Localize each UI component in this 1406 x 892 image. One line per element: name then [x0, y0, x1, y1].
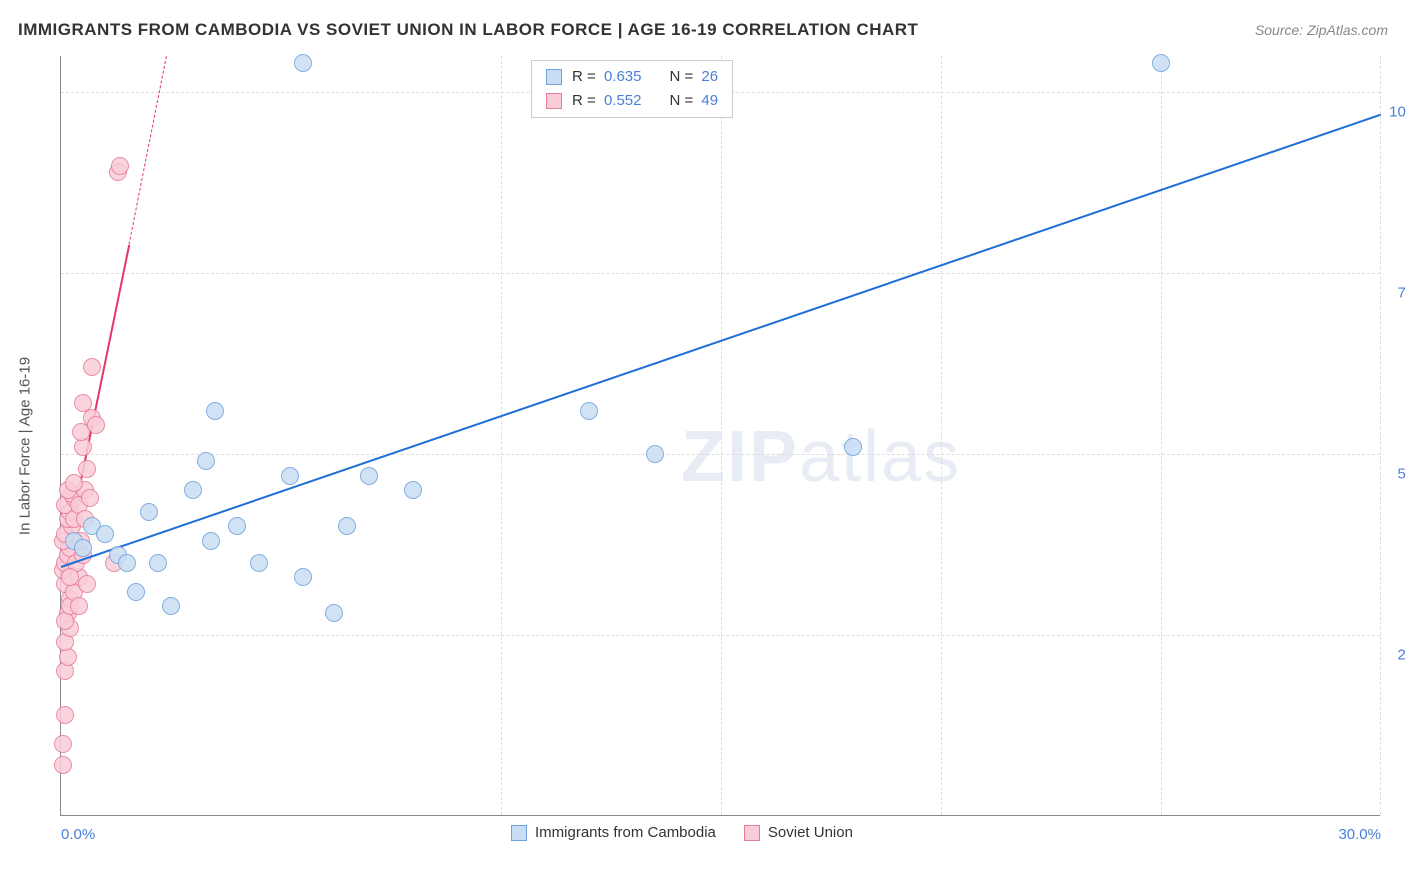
chart-title: IMMIGRANTS FROM CAMBODIA VS SOVIET UNION… [18, 20, 918, 40]
legend-stats-row: R = 0.552 N = 49 [546, 89, 718, 113]
scatter-point-cambodia [202, 532, 220, 550]
plot-area: ZIPatlas 25.0%50.0%75.0%100.0%0.0%30.0%R… [60, 56, 1380, 816]
scatter-point-soviet [78, 575, 96, 593]
scatter-point-cambodia [197, 452, 215, 470]
scatter-point-cambodia [294, 568, 312, 586]
legend-series-label: Soviet Union [768, 824, 853, 841]
chart-container: IMMIGRANTS FROM CAMBODIA VS SOVIET UNION… [0, 0, 1406, 892]
x-tick-label: 30.0% [1338, 826, 1381, 843]
title-bar: IMMIGRANTS FROM CAMBODIA VS SOVIET UNION… [18, 20, 1388, 40]
scatter-point-cambodia [206, 402, 224, 420]
scatter-point-soviet [56, 706, 74, 724]
scatter-point-cambodia [118, 554, 136, 572]
legend-series-item: Immigrants from Cambodia [511, 824, 716, 841]
scatter-point-cambodia [294, 54, 312, 72]
scatter-point-soviet [65, 474, 83, 492]
legend-r-value: R = 0.635 [572, 65, 641, 89]
scatter-point-cambodia [1152, 54, 1170, 72]
legend-series-item: Soviet Union [744, 824, 853, 841]
watermark-light: atlas [799, 417, 961, 497]
legend-swatch [546, 93, 562, 109]
legend-swatch [546, 69, 562, 85]
trend-line-extrapolated [129, 56, 167, 244]
scatter-point-soviet [81, 489, 99, 507]
watermark-bold: ZIP [681, 417, 799, 497]
legend-swatch [511, 825, 527, 841]
scatter-point-cambodia [338, 517, 356, 535]
scatter-point-cambodia [844, 438, 862, 456]
y-axis-label: In Labor Force | Age 16-19 [17, 357, 34, 535]
scatter-point-soviet [54, 756, 72, 774]
scatter-point-cambodia [646, 445, 664, 463]
scatter-point-soviet [70, 597, 88, 615]
chart-source: Source: ZipAtlas.com [1255, 22, 1388, 38]
y-tick-label: 75.0% [1385, 285, 1406, 302]
legend-stats-row: R = 0.635 N = 26 [546, 65, 718, 89]
legend-n-value: N = 49 [669, 89, 718, 113]
scatter-point-cambodia [162, 597, 180, 615]
scatter-point-cambodia [74, 539, 92, 557]
watermark: ZIPatlas [681, 416, 961, 498]
scatter-point-cambodia [325, 604, 343, 622]
scatter-point-cambodia [404, 481, 422, 499]
y-tick-label: 25.0% [1385, 647, 1406, 664]
scatter-point-soviet [54, 735, 72, 753]
scatter-point-cambodia [127, 583, 145, 601]
scatter-point-soviet [74, 394, 92, 412]
scatter-point-soviet [78, 460, 96, 478]
scatter-point-soviet [87, 416, 105, 434]
x-tick-label: 0.0% [61, 826, 95, 843]
gridline-vertical [721, 56, 722, 815]
gridline-vertical [501, 56, 502, 815]
legend-stats-box: R = 0.635 N = 26 R = 0.552 N = 49 [531, 60, 733, 118]
scatter-point-cambodia [184, 481, 202, 499]
scatter-point-cambodia [149, 554, 167, 572]
gridline-vertical [1161, 56, 1162, 815]
scatter-point-soviet [83, 358, 101, 376]
y-tick-label: 50.0% [1385, 466, 1406, 483]
legend-r-value: R = 0.552 [572, 89, 641, 113]
scatter-point-cambodia [140, 503, 158, 521]
scatter-point-cambodia [228, 517, 246, 535]
gridline-vertical [1380, 56, 1381, 815]
scatter-point-cambodia [360, 467, 378, 485]
legend-series-label: Immigrants from Cambodia [535, 824, 716, 841]
scatter-point-cambodia [580, 402, 598, 420]
scatter-point-cambodia [250, 554, 268, 572]
scatter-point-cambodia [96, 525, 114, 543]
scatter-point-soviet [111, 157, 129, 175]
scatter-point-soviet [61, 568, 79, 586]
scatter-point-cambodia [281, 467, 299, 485]
y-tick-label: 100.0% [1385, 104, 1406, 121]
gridline-vertical [941, 56, 942, 815]
legend-n-value: N = 26 [669, 65, 718, 89]
legend-series: Immigrants from Cambodia Soviet Union [511, 824, 853, 841]
legend-swatch [744, 825, 760, 841]
